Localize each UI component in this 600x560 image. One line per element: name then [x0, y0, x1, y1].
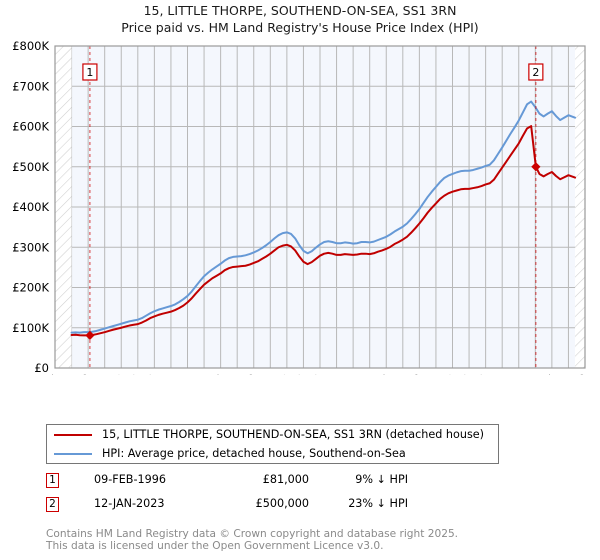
chart-gridlines	[54, 45, 586, 369]
svg-text:£0: £0	[34, 361, 49, 375]
svg-text:1997: 1997	[94, 374, 108, 375]
chart-axes	[54, 45, 586, 369]
svg-text:£300K: £300K	[12, 240, 49, 254]
svg-text:2017: 2017	[425, 374, 439, 375]
svg-text:1996: 1996	[77, 374, 91, 375]
x-axis-tick-labels: 1994199519961997199819992000200120022003…	[44, 374, 588, 375]
svg-text:2006: 2006	[243, 374, 257, 375]
svg-text:2014: 2014	[375, 374, 389, 375]
chart-legend: 15, LITTLE THORPE, SOUTHEND-ON-SEA, SS1 …	[46, 424, 499, 464]
svg-text:2000: 2000	[143, 374, 157, 375]
transaction-row-1: 1 09-FEB-1996 £81,000 9% ↓ HPI	[46, 472, 446, 496]
svg-text:1995: 1995	[61, 374, 75, 375]
legend-item-hpi: HPI: Average price, detached house, Sout…	[47, 444, 498, 463]
transaction-price-1: £81,000	[262, 473, 309, 486]
legend-label-hpi: HPI: Average price, detached house, Sout…	[102, 447, 406, 460]
svg-text:£700K: £700K	[12, 79, 49, 93]
footer-line-2: This data is licensed under the Open Gov…	[46, 540, 384, 553]
transaction-badge-1: 1	[46, 473, 59, 488]
legend-label-price-paid: 15, LITTLE THORPE, SOUTHEND-ON-SEA, SS1 …	[102, 428, 485, 441]
page-subtitle: Price paid vs. HM Land Registry's House …	[121, 20, 479, 35]
svg-text:£200K: £200K	[12, 281, 49, 295]
sale-point-markers	[85, 46, 541, 368]
svg-text:2001: 2001	[160, 374, 174, 375]
svg-text:2018: 2018	[442, 374, 456, 375]
no-data-hatched-regions	[55, 46, 585, 368]
transaction-price-2: £500,000	[255, 497, 309, 510]
svg-text:2013: 2013	[359, 374, 373, 375]
price-history-chart: £0 £100K £200K £300K £400K £500K £600K £700K £80…	[12, 40, 588, 375]
svg-text:2002: 2002	[177, 374, 191, 375]
svg-text:2015: 2015	[392, 374, 406, 375]
svg-text:2021: 2021	[491, 374, 505, 375]
svg-text:2008: 2008	[276, 374, 290, 375]
svg-text:2020: 2020	[475, 374, 489, 375]
svg-text:2022: 2022	[508, 374, 522, 375]
svg-text:2024: 2024	[541, 374, 555, 375]
svg-text:2025: 2025	[557, 374, 571, 375]
svg-text:2019: 2019	[458, 374, 472, 375]
svg-text:2012: 2012	[342, 374, 356, 375]
svg-text:1999: 1999	[127, 374, 141, 375]
svg-text:2026: 2026	[574, 374, 588, 375]
page-title: 15, LITTLE THORPE, SOUTHEND-ON-SEA, SS1 …	[143, 3, 457, 18]
svg-text:2004: 2004	[210, 374, 224, 375]
chart-plot-area: £0 £100K £200K £300K £400K £500K £600K £700K £80…	[0, 40, 600, 375]
transaction-date-2: 12-JAN-2023	[94, 497, 165, 510]
svg-text:1994: 1994	[44, 374, 58, 375]
transaction-list: 1 09-FEB-1996 £81,000 9% ↓ HPI 2 12-JAN-…	[46, 472, 446, 520]
legend-swatch-hpi	[54, 452, 92, 455]
svg-text:£400K: £400K	[12, 200, 49, 214]
transaction-hpi-delta-1: 9% ↓ HPI	[355, 473, 408, 486]
svg-text:2010: 2010	[309, 374, 323, 375]
chart-title-block: 15, LITTLE THORPE, SOUTHEND-ON-SEA, SS1 …	[0, 2, 600, 36]
svg-text:2011: 2011	[326, 374, 340, 375]
chart-series-lines	[70, 100, 577, 337]
svg-text:2016: 2016	[408, 374, 422, 375]
svg-text:2009: 2009	[292, 374, 306, 375]
svg-text:2023: 2023	[524, 374, 538, 375]
svg-text:£500K: £500K	[12, 160, 49, 174]
svg-text:£600K: £600K	[12, 120, 49, 134]
transaction-date-1: 09-FEB-1996	[94, 473, 166, 486]
svg-text:£800K: £800K	[12, 40, 49, 53]
svg-text:2005: 2005	[226, 374, 240, 375]
svg-text:1998: 1998	[110, 374, 124, 375]
transaction-row-2: 2 12-JAN-2023 £500,000 23% ↓ HPI	[46, 496, 446, 520]
copyright-footer: Contains HM Land Registry data © Crown c…	[46, 528, 586, 553]
svg-text:2003: 2003	[193, 374, 207, 375]
transaction-badge-2: 2	[46, 497, 59, 512]
svg-text:1: 1	[86, 66, 93, 79]
svg-text:2: 2	[532, 66, 539, 79]
legend-swatch-price-paid	[54, 433, 92, 436]
legend-item-price-paid: 15, LITTLE THORPE, SOUTHEND-ON-SEA, SS1 …	[47, 425, 498, 444]
y-axis-tick-labels: £0 £100K £200K £300K £400K £500K £600K £700K £80…	[12, 40, 49, 375]
svg-text:£100K: £100K	[12, 321, 49, 335]
footer-line-1: Contains HM Land Registry data © Crown c…	[46, 528, 459, 540]
transaction-hpi-delta-2: 23% ↓ HPI	[348, 497, 408, 510]
svg-text:2007: 2007	[259, 374, 273, 375]
